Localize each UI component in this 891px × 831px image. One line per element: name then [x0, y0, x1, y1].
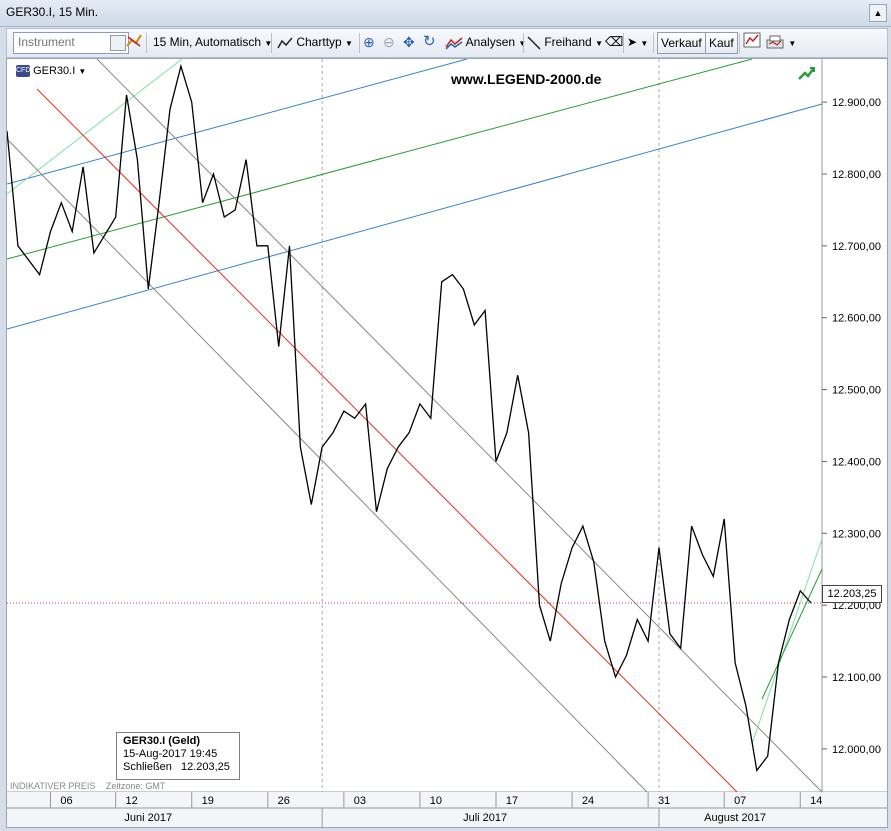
analysen-label: Analysen	[465, 35, 516, 49]
x-tick-label: 06	[60, 795, 72, 807]
y-tick-label: 12.400,00	[832, 456, 881, 468]
y-tick-label: 12.000,00	[832, 744, 881, 756]
x-tick-label: 31	[658, 795, 670, 807]
price-chart[interactable]: 12.900,00 12.800,00 12.700,00 12.600,00 12.5…	[7, 59, 887, 827]
x-month-label: August 2017	[704, 812, 766, 824]
zoom-out-icon[interactable]: ⊖	[383, 34, 395, 50]
chevron-down-icon: ▼	[345, 39, 353, 48]
x-tick-label: 26	[278, 795, 290, 807]
separator	[271, 33, 272, 53]
separator	[739, 33, 740, 53]
x-month-label: Juni 2017	[124, 812, 172, 824]
watermark-text: www.LEGEND-2000.de	[451, 71, 602, 87]
x-tick-label: 14	[810, 795, 822, 807]
charttype-dropdown[interactable]: Charttyp ▼	[277, 32, 353, 52]
green-channel-line	[7, 59, 753, 260]
instrument-input[interactable]	[14, 33, 110, 51]
chevron-down-icon: ▼	[788, 39, 797, 48]
analysen-dropdown[interactable]: Analysen ▼	[445, 32, 526, 52]
tooltip-close-row: Schließen 12.203,25	[123, 761, 233, 774]
charttype-label: Charttyp	[296, 35, 342, 49]
print-dropdown[interactable]: ▼	[765, 32, 796, 52]
tooltip-title: GER30.I (Geld)	[123, 735, 201, 747]
chevron-down-icon: ▼	[595, 39, 603, 48]
y-tick-label: 12.300,00	[832, 528, 881, 540]
symbol-label: GER30.I	[33, 65, 76, 77]
y-tick-label: 12.800,00	[832, 169, 881, 181]
interval-label: 15 Min,	[153, 35, 193, 49]
x-tick-label: 17	[506, 795, 518, 807]
mint-channel-line	[751, 538, 823, 745]
cursor-dropdown[interactable]: ➤ ▼	[627, 32, 648, 52]
window-title: GER30.I, 15 Min.	[6, 5, 99, 19]
chevron-down-icon: ▼	[78, 67, 87, 76]
scroll-up-arrow-icon[interactable]: ▲	[869, 4, 887, 22]
chart-footer-info: INDIKATIVER PREIS Zeitzone: GMT	[10, 781, 173, 791]
chart-window-icon[interactable]	[743, 32, 761, 52]
tooltip-close-value: 12.203,25	[180, 761, 230, 773]
symbol-selector[interactable]: CFD GER30.I ▼	[16, 65, 87, 78]
y-tick-label: 12.600,00	[832, 313, 881, 325]
interval-dropdown[interactable]: 15 Min, Automatisch ▼	[153, 32, 272, 52]
indicator-icon[interactable]	[125, 32, 143, 52]
timezone-label: Zeitzone: GMT	[105, 781, 166, 791]
window-titlebar: GER30.I, 15 Min. ▲	[0, 0, 891, 27]
red-trend-line	[36, 88, 738, 793]
blue-channel-line	[7, 59, 468, 185]
toolbar: 15 Min, Automatisch ▼ Charttyp ▼ ⊕ ⊖ ✥ ↻…	[6, 28, 888, 58]
instrument-field[interactable]	[13, 32, 129, 54]
green-channel-line	[761, 568, 823, 700]
separator	[623, 33, 624, 53]
instrument-search-icon[interactable]	[110, 35, 126, 51]
kauf-button[interactable]: Kauf	[705, 32, 738, 54]
x-tick-label: 12	[126, 795, 138, 807]
grey-channel-line	[96, 59, 823, 793]
y-tick-label: 12.200,00	[832, 600, 881, 612]
chevron-down-icon: ▼	[640, 39, 649, 48]
cursor-arrow-icon: ➤	[627, 35, 638, 49]
chevron-down-icon: ▼	[518, 39, 526, 48]
refresh-icon[interactable]: ↻	[423, 33, 436, 50]
verkauf-button[interactable]: Verkauf	[657, 32, 706, 54]
pan-icon[interactable]: ✥	[403, 34, 415, 50]
separator	[523, 33, 524, 53]
y-tick-label: 12.700,00	[832, 241, 881, 253]
price-series-line	[7, 63, 812, 772]
x-tick-label: 03	[354, 795, 366, 807]
x-tick-label: 19	[202, 795, 214, 807]
data-tooltip: GER30.I (Geld) 15-Aug-2017 19:45 Schließ…	[116, 732, 240, 780]
y-tick-label: 12.100,00	[832, 672, 881, 684]
grey-channel-line	[7, 138, 648, 793]
current-price-label: 12.203,25	[822, 585, 882, 603]
trendline-icon	[527, 36, 541, 50]
zoom-in-icon[interactable]: ⊕	[363, 34, 375, 50]
tooltip-datetime: 15-Aug-2017 19:45	[123, 748, 218, 760]
chevron-down-icon: ▼	[264, 39, 273, 48]
trend-up-icon	[798, 65, 816, 84]
cfd-icon: CFD	[16, 65, 30, 78]
chart-area[interactable]: 12.900,00 12.800,00 12.700,00 12.600,00 12.5…	[6, 58, 888, 828]
scale-label: Automatisch	[195, 35, 262, 49]
y-tick-label: 12.900,00	[832, 97, 881, 109]
plot-background	[7, 59, 822, 792]
blue-channel-line	[7, 103, 823, 330]
mint-channel-line	[7, 59, 183, 195]
x-axis-panel	[7, 792, 887, 827]
separator	[653, 33, 654, 53]
freihand-label: Freihand	[544, 35, 592, 49]
x-tick-label: 24	[582, 795, 594, 807]
tooltip-close-label: Schließen	[123, 761, 172, 773]
line-chart-icon	[277, 37, 293, 49]
y-tick-label: 12.500,00	[832, 385, 881, 397]
x-month-label: Juli 2017	[463, 812, 507, 824]
freihand-dropdown[interactable]: Freihand ▼	[527, 32, 603, 52]
x-tick-label: 07	[734, 795, 746, 807]
x-tick-label: 10	[430, 795, 442, 807]
eraser-icon[interactable]: ⌫	[605, 34, 624, 49]
indicative-price-label: INDIKATIVER PREIS	[10, 781, 96, 791]
separator	[146, 33, 147, 53]
print-icon	[766, 35, 784, 49]
separator	[359, 33, 360, 53]
analysis-icon	[445, 37, 463, 50]
